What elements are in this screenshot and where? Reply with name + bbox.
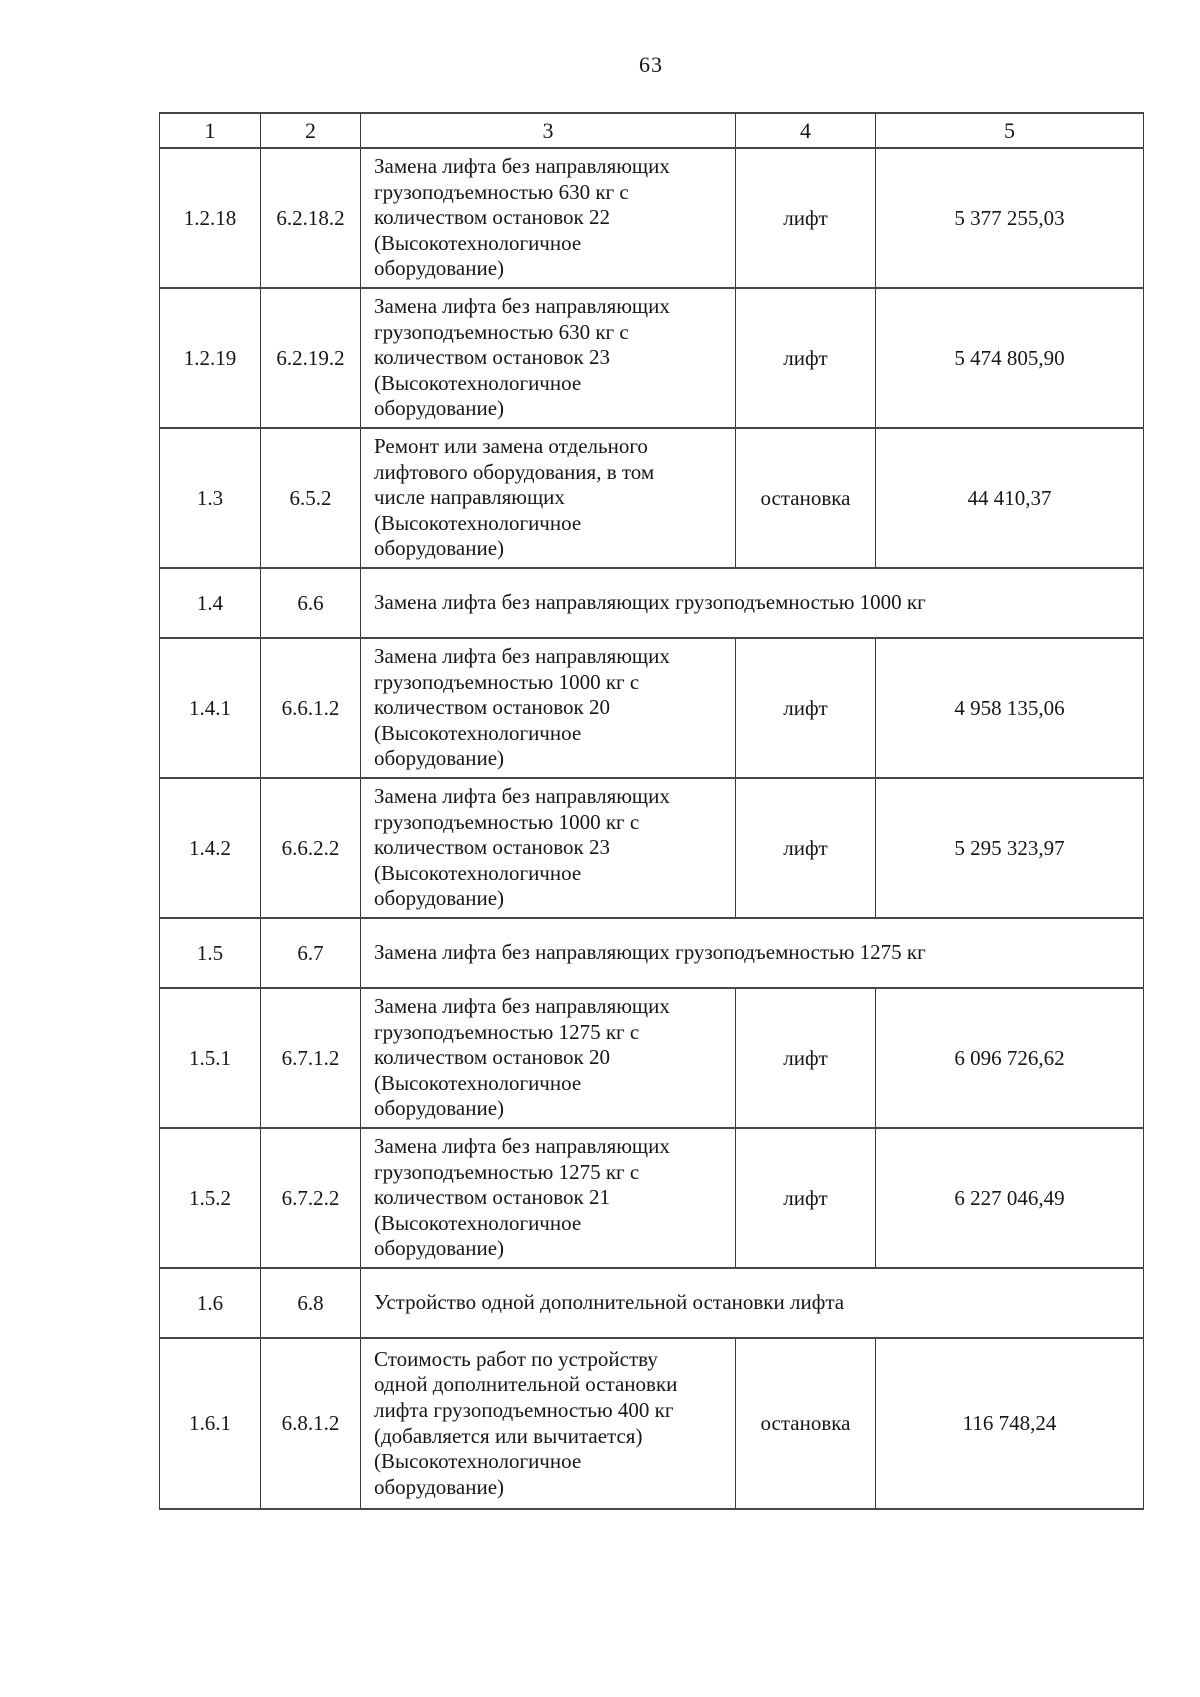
item-description-cell: Ремонт или замена отдельного лифтового о… bbox=[360, 427, 736, 569]
item-number-cell: 1.4 bbox=[159, 567, 261, 639]
item-description-cell: Замена лифта без направляющих грузоподъе… bbox=[360, 637, 736, 779]
section-row: 1.5 6.7 Замена лифта без направляющих гр… bbox=[159, 917, 1144, 989]
table-row: 1.2.18 6.2.18.2 Замена лифта без направл… bbox=[159, 147, 1144, 289]
section-title-cell: Замена лифта без направляющих грузоподъе… bbox=[360, 917, 1144, 989]
item-number-cell: 1.2.19 bbox=[159, 287, 261, 429]
item-unit-cell: остановка bbox=[735, 1337, 876, 1510]
item-code-cell: 6.6 bbox=[260, 567, 361, 639]
item-number-cell: 1.5.2 bbox=[159, 1127, 261, 1269]
item-code-cell: 6.2.18.2 bbox=[260, 147, 361, 289]
table-row: 1.5.2 6.7.2.2 Замена лифта без направляю… bbox=[159, 1127, 1144, 1269]
item-number-cell: 1.4.1 bbox=[159, 637, 261, 779]
table-row: 1.6.1 6.8.1.2 Стоимость работ по устройс… bbox=[159, 1337, 1144, 1510]
item-code-cell: 6.7.1.2 bbox=[260, 987, 361, 1129]
item-price-cell: 44 410,37 bbox=[875, 427, 1144, 569]
column-header-3: 3 bbox=[360, 112, 736, 149]
item-unit-cell: остановка bbox=[735, 427, 876, 569]
column-header-2: 2 bbox=[260, 112, 361, 149]
item-description-cell: Замена лифта без направляющих грузоподъе… bbox=[360, 147, 736, 289]
item-description-cell: Замена лифта без направляющих грузоподъе… bbox=[360, 1127, 736, 1269]
item-unit-cell: лифт bbox=[735, 1127, 876, 1269]
item-unit-cell: лифт bbox=[735, 287, 876, 429]
item-price-cell: 4 958 135,06 bbox=[875, 637, 1144, 779]
item-code-cell: 6.7 bbox=[260, 917, 361, 989]
item-description-cell: Замена лифта без направляющих грузоподъе… bbox=[360, 287, 736, 429]
item-code-cell: 6.8.1.2 bbox=[260, 1337, 361, 1510]
section-row: 1.4 6.6 Замена лифта без направляющих гр… bbox=[159, 567, 1144, 639]
item-number-cell: 1.4.2 bbox=[159, 777, 261, 919]
table-row: 1.4.2 6.6.2.2 Замена лифта без направляю… bbox=[159, 777, 1144, 919]
item-code-cell: 6.5.2 bbox=[260, 427, 361, 569]
column-header-5: 5 bbox=[875, 112, 1144, 149]
item-number-cell: 1.6.1 bbox=[159, 1337, 261, 1510]
item-unit-cell: лифт bbox=[735, 777, 876, 919]
page-number: 63 bbox=[639, 52, 663, 77]
tariff-table: 1 2 3 4 5 1.2.18 6.2.18.2 Замена лифта б… bbox=[159, 112, 1144, 1510]
item-price-cell: 5 295 323,97 bbox=[875, 777, 1144, 919]
table-header-row: 1 2 3 4 5 bbox=[159, 112, 1144, 149]
item-code-cell: 6.7.2.2 bbox=[260, 1127, 361, 1269]
item-number-cell: 1.3 bbox=[159, 427, 261, 569]
column-header-4: 4 bbox=[735, 112, 876, 149]
item-number-cell: 1.5 bbox=[159, 917, 261, 989]
item-code-cell: 6.8 bbox=[260, 1267, 361, 1339]
item-price-cell: 6 227 046,49 bbox=[875, 1127, 1144, 1269]
section-title-cell: Замена лифта без направляющих грузоподъе… bbox=[360, 567, 1144, 639]
table-row: 1.3 6.5.2 Ремонт или замена отдельного л… bbox=[159, 427, 1144, 569]
item-price-cell: 6 096 726,62 bbox=[875, 987, 1144, 1129]
item-unit-cell: лифт bbox=[735, 637, 876, 779]
section-row: 1.6 6.8 Устройство одной дополнительной … bbox=[159, 1267, 1144, 1339]
item-unit-cell: лифт bbox=[735, 147, 876, 289]
table-row: 1.5.1 6.7.1.2 Замена лифта без направляю… bbox=[159, 987, 1144, 1129]
item-description-cell: Стоимость работ по устройству одной допо… bbox=[360, 1337, 736, 1510]
section-title-cell: Устройство одной дополнительной остановк… bbox=[360, 1267, 1144, 1339]
item-code-cell: 6.6.1.2 bbox=[260, 637, 361, 779]
item-description-cell: Замена лифта без направляющих грузоподъе… bbox=[360, 777, 736, 919]
table-row: 1.4.1 6.6.1.2 Замена лифта без направляю… bbox=[159, 637, 1144, 779]
item-number-cell: 1.6 bbox=[159, 1267, 261, 1339]
item-code-cell: 6.6.2.2 bbox=[260, 777, 361, 919]
item-unit-cell: лифт bbox=[735, 987, 876, 1129]
item-price-cell: 5 474 805,90 bbox=[875, 287, 1144, 429]
item-code-cell: 6.2.19.2 bbox=[260, 287, 361, 429]
item-description-cell: Замена лифта без направляющих грузоподъе… bbox=[360, 987, 736, 1129]
item-number-cell: 1.2.18 bbox=[159, 147, 261, 289]
item-price-cell: 116 748,24 bbox=[875, 1337, 1144, 1510]
table-row: 1.2.19 6.2.19.2 Замена лифта без направл… bbox=[159, 287, 1144, 429]
item-number-cell: 1.5.1 bbox=[159, 987, 261, 1129]
column-header-1: 1 bbox=[159, 112, 261, 149]
item-price-cell: 5 377 255,03 bbox=[875, 147, 1144, 289]
